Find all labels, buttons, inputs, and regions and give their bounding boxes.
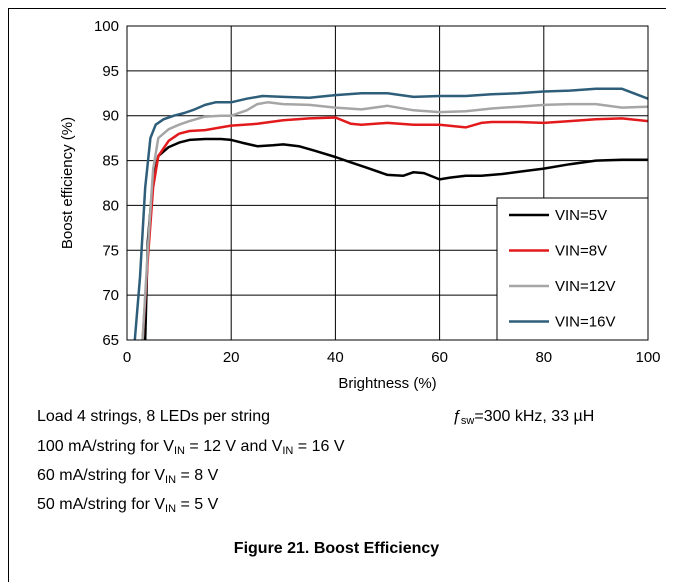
series-line-vin-12v [141, 101, 648, 340]
y-tick-label: 90 [102, 108, 119, 125]
legend-label: VIN=12V [555, 278, 615, 295]
vin-sub: IN [165, 474, 177, 486]
x-tick-label: 0 [123, 349, 131, 366]
series-line-vin-16v [133, 87, 648, 340]
figure-caption: Figure 21. Boost Efficiency [233, 540, 440, 557]
note-100ma: 100 mA/string for VIN = 12 V and VIN = 1… [37, 438, 345, 457]
fsw-sub: sw [460, 415, 475, 427]
x-axis-label: Brightness (%) [338, 375, 436, 392]
frame-left-line [8, 8, 9, 582]
y-tick-label: 85 [102, 153, 119, 170]
note-50ma-a: 50 mA/string for V [37, 496, 166, 513]
note-50ma-b: = 5 V [176, 496, 219, 513]
y-tick-label: 75 [102, 242, 119, 259]
series-line-vin-8v [141, 116, 648, 340]
note-100ma-c: = 16 V [293, 438, 345, 455]
frame-top-line [8, 8, 666, 9]
y-tick-label: 95 [102, 63, 119, 80]
vin-sub: IN [282, 445, 294, 457]
note-100ma-b: = 12 V and V [184, 438, 283, 455]
x-tick-label: 100 [635, 349, 660, 366]
legend-label: VIN=16V [555, 314, 615, 331]
series-layer [133, 87, 648, 340]
fsw-value: =300 kHz, 33 µH [474, 408, 595, 425]
vin-sub: IN [173, 445, 185, 457]
note-load: Load 4 strings, 8 LEDs per string [37, 408, 270, 426]
x-tick-label: 80 [535, 349, 552, 366]
y-axis-label: Boost efficiency (%) [59, 117, 76, 249]
legend-box [496, 197, 649, 341]
plot-border [126, 25, 649, 341]
legend-label: VIN=5V [555, 207, 607, 224]
tick-labels: 0 20 40 60 80 100 65 70 75 80 85 90 95 100 [94, 18, 661, 366]
note-60ma-a: 60 mA/string for V [37, 467, 166, 484]
note-load-text: Load 4 strings, 8 LEDs per string [37, 408, 271, 425]
y-tick-label: 80 [102, 197, 119, 214]
series-line-vin-5v [143, 137, 648, 340]
legend: VIN=5V VIN=8V VIN=12V VIN=16V [496, 197, 649, 341]
efficiency-chart: 0 20 40 60 80 100 65 70 75 80 85 90 95 100 Brightness… [59, 18, 661, 392]
note-100ma-a: 100 mA/string for V [37, 438, 174, 455]
x-tick-label: 60 [431, 349, 448, 366]
fsw-symbol: ƒ [452, 408, 461, 425]
note-fsw: ƒsw=300 kHz, 33 µH [452, 408, 594, 427]
note-50ma: 50 mA/string for VIN = 5 V [37, 496, 218, 515]
vin-sub: IN [165, 503, 177, 515]
x-tick-label: 20 [223, 349, 240, 366]
note-60ma-b: = 8 V [176, 467, 219, 484]
y-tick-label: 100 [94, 18, 119, 35]
y-tick-label: 65 [102, 332, 119, 349]
note-60ma: 60 mA/string for VIN = 8 V [37, 467, 218, 486]
y-tick-label: 70 [102, 287, 119, 304]
x-tick-label: 40 [327, 349, 344, 366]
legend-label: VIN=8V [555, 243, 607, 260]
